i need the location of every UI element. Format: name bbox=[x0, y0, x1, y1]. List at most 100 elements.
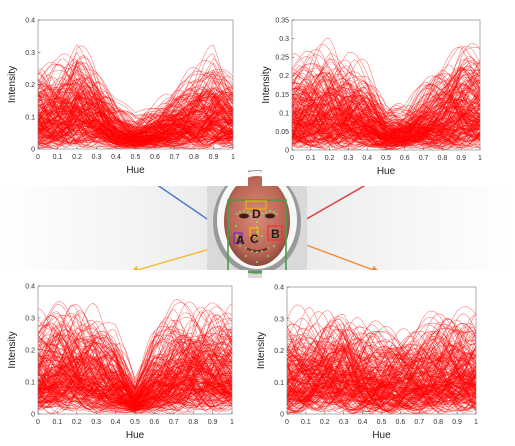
series-line bbox=[37, 359, 233, 411]
face-image: D A C B bbox=[207, 170, 307, 278]
x-tick-label: 0.3 bbox=[339, 419, 349, 426]
x-axis-label: Hue bbox=[377, 166, 396, 177]
x-tick-label: 0.4 bbox=[358, 419, 368, 426]
region-a-box bbox=[233, 232, 243, 244]
series-lines bbox=[37, 44, 234, 150]
series-line bbox=[286, 322, 477, 394]
series-line bbox=[37, 115, 234, 149]
series-line bbox=[37, 122, 234, 146]
x-tick-label: 0.1 bbox=[301, 419, 311, 426]
y-tick-label: 0.1 bbox=[25, 114, 35, 121]
x-tick-label: 0.3 bbox=[92, 154, 102, 161]
region-b-box bbox=[267, 225, 283, 241]
y-tick-label: 0 bbox=[31, 412, 35, 419]
series-line bbox=[37, 301, 233, 413]
series-line bbox=[37, 60, 234, 146]
series-line bbox=[286, 347, 477, 398]
y-axis-label: Intensity bbox=[261, 66, 272, 103]
y-axis-label: Intensity bbox=[7, 331, 18, 368]
series-line bbox=[291, 83, 481, 148]
series-line bbox=[286, 325, 477, 401]
x-tick-label: 0.8 bbox=[188, 419, 198, 426]
x-tick-label: 0.1 bbox=[306, 155, 316, 162]
series-line bbox=[37, 97, 234, 144]
x-axis-label: Hue bbox=[126, 165, 145, 176]
x-tick-label: 1 bbox=[474, 419, 478, 426]
series-line bbox=[286, 324, 477, 411]
x-tick-label: 0.4 bbox=[111, 154, 121, 161]
x-tick-label: 0.4 bbox=[362, 155, 372, 162]
region-d-label: D bbox=[252, 207, 261, 221]
series-line bbox=[37, 111, 234, 140]
series-line bbox=[37, 86, 234, 148]
series-line bbox=[286, 340, 477, 400]
series-line bbox=[286, 386, 477, 414]
series-line bbox=[291, 53, 481, 143]
x-tick-label: 0.3 bbox=[344, 155, 354, 162]
x-axis-label: Hue bbox=[126, 430, 145, 441]
series-line bbox=[286, 373, 477, 410]
x-tick-label: 0.6 bbox=[150, 154, 160, 161]
y-tick-label: 0.4 bbox=[25, 284, 35, 291]
x-tick-label: 1 bbox=[231, 154, 235, 161]
series-lines bbox=[286, 304, 477, 415]
series-line bbox=[37, 103, 234, 141]
x-tick-label: 0.1 bbox=[53, 419, 63, 426]
series-line bbox=[37, 60, 234, 141]
x-tick-label: 0.7 bbox=[414, 419, 424, 426]
series-line bbox=[291, 93, 481, 140]
series-line bbox=[286, 307, 477, 410]
x-tick-label: 0.5 bbox=[377, 419, 387, 426]
series-line bbox=[291, 68, 481, 142]
y-tick-label: 0.2 bbox=[274, 348, 284, 355]
y-tick-label: 0.1 bbox=[25, 380, 35, 387]
series-line bbox=[37, 348, 233, 408]
x-tick-label: 0.5 bbox=[130, 419, 140, 426]
series-line bbox=[286, 336, 477, 410]
series-line bbox=[286, 347, 477, 411]
series-line bbox=[291, 75, 481, 142]
series-line bbox=[286, 353, 477, 398]
series-line bbox=[291, 70, 481, 144]
y-tick-label: 0.1 bbox=[274, 380, 284, 387]
series-line bbox=[291, 86, 481, 140]
series-line bbox=[291, 102, 481, 138]
x-tick-label: 0.8 bbox=[433, 419, 443, 426]
x-tick-label: 0.1 bbox=[53, 154, 63, 161]
mouth bbox=[245, 247, 269, 252]
x-tick-label: 1 bbox=[478, 155, 482, 162]
y-tick-label: 0.4 bbox=[25, 18, 35, 25]
series-line bbox=[37, 301, 233, 407]
series-line bbox=[291, 77, 481, 138]
x-tick-label: 0.7 bbox=[170, 154, 180, 161]
x-tick-label: 0 bbox=[36, 419, 40, 426]
series-line bbox=[286, 330, 477, 408]
x-tick-label: 0.7 bbox=[419, 155, 429, 162]
series-line bbox=[291, 92, 481, 147]
series-line bbox=[291, 110, 481, 145]
y-tick-label: 0.1 bbox=[279, 110, 289, 117]
x-tick-label: 1 bbox=[230, 419, 234, 426]
series-line bbox=[37, 76, 234, 144]
series-line bbox=[286, 327, 477, 404]
series-line bbox=[286, 317, 477, 408]
x-tick-label: 0.6 bbox=[150, 419, 160, 426]
series-line bbox=[286, 371, 477, 410]
x-tick-label: 0.2 bbox=[325, 155, 335, 162]
y-tick-label: 0.25 bbox=[275, 55, 289, 62]
series-line bbox=[37, 369, 233, 409]
series-line bbox=[286, 355, 477, 403]
y-tick-label: 0 bbox=[31, 147, 35, 154]
series-line bbox=[37, 322, 233, 406]
series-line bbox=[286, 360, 477, 397]
x-tick-label: 0.8 bbox=[438, 155, 448, 162]
series-line bbox=[291, 79, 481, 150]
series-line bbox=[37, 44, 234, 142]
series-line bbox=[286, 323, 477, 398]
region-d-box bbox=[245, 200, 267, 210]
chart-top-left: 0 0.1 0.2 0.3 0.4 0.5 0.6 0.7 0.8 0.9 1 0 0.1 0.2 0.3 0… bbox=[0, 8, 248, 186]
series-line bbox=[37, 74, 234, 145]
y-tick-label: 0.05 bbox=[275, 129, 289, 136]
region-c-box bbox=[249, 227, 259, 237]
series-line bbox=[37, 381, 233, 413]
